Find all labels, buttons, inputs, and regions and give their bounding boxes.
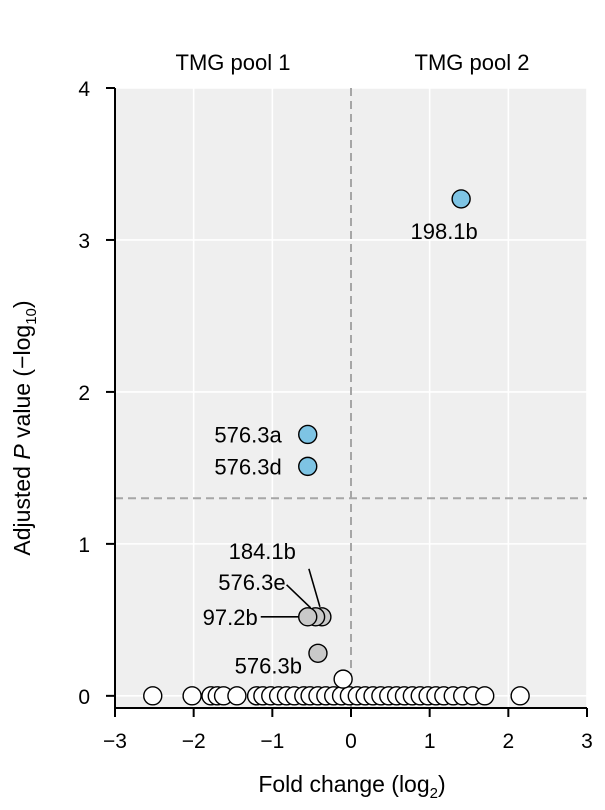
x-tick-label: 1 bbox=[424, 730, 436, 753]
data-point-97-2b bbox=[298, 607, 318, 627]
y-tick-label: 3 bbox=[78, 230, 90, 253]
data-point bbox=[182, 686, 202, 706]
group-label-left: TMG pool 1 bbox=[176, 50, 291, 75]
data-point-576-3d bbox=[298, 456, 318, 477]
reference-lines bbox=[115, 88, 587, 708]
leader-line bbox=[308, 568, 321, 608]
data-point bbox=[475, 686, 495, 706]
point-label: 576.3a bbox=[214, 422, 282, 447]
x-tick-label: −2 bbox=[182, 730, 206, 753]
group-label-right: TMG pool 2 bbox=[415, 50, 530, 75]
point-label: 97.2b bbox=[203, 605, 258, 630]
data-point bbox=[227, 686, 247, 706]
ticks: −3 −2 −1 0 1 2 3 0 1 2 3 4 bbox=[78, 78, 593, 753]
point-labels: 198.1b 576.3a 576.3d 184.1b 576.3e 97.2b 576.3… bbox=[203, 219, 478, 678]
leader-line bbox=[286, 584, 312, 609]
data-point bbox=[143, 686, 163, 706]
point-label: 576.3b bbox=[235, 653, 302, 678]
y-tick-label: 4 bbox=[78, 78, 90, 101]
y-tick-label: 1 bbox=[78, 534, 90, 557]
x-tick-label: 0 bbox=[345, 730, 357, 753]
data-point-576-3b bbox=[308, 643, 328, 663]
x-axis-title: Fold change (log2) bbox=[258, 771, 445, 802]
point-label: 576.3d bbox=[214, 454, 281, 479]
label-leader-lines bbox=[260, 568, 321, 618]
y-tick-label: 0 bbox=[78, 686, 90, 709]
data-point-576-3a bbox=[298, 424, 318, 445]
y-axis-title: Adjusted P value (−log10) bbox=[9, 300, 40, 555]
point-label: 198.1b bbox=[410, 219, 477, 244]
x-tick-label: −1 bbox=[260, 730, 284, 753]
point-label: 184.1b bbox=[229, 539, 296, 564]
data-point bbox=[333, 669, 353, 689]
data-point bbox=[510, 686, 530, 706]
y-tick-label: 2 bbox=[78, 382, 90, 405]
point-label: 576.3e bbox=[218, 570, 285, 595]
x-tick-label: 2 bbox=[502, 730, 514, 753]
data-points bbox=[143, 189, 530, 706]
x-tick-label: 3 bbox=[581, 730, 593, 753]
x-tick-label: −3 bbox=[103, 730, 127, 753]
data-point-198-1b bbox=[451, 189, 471, 209]
